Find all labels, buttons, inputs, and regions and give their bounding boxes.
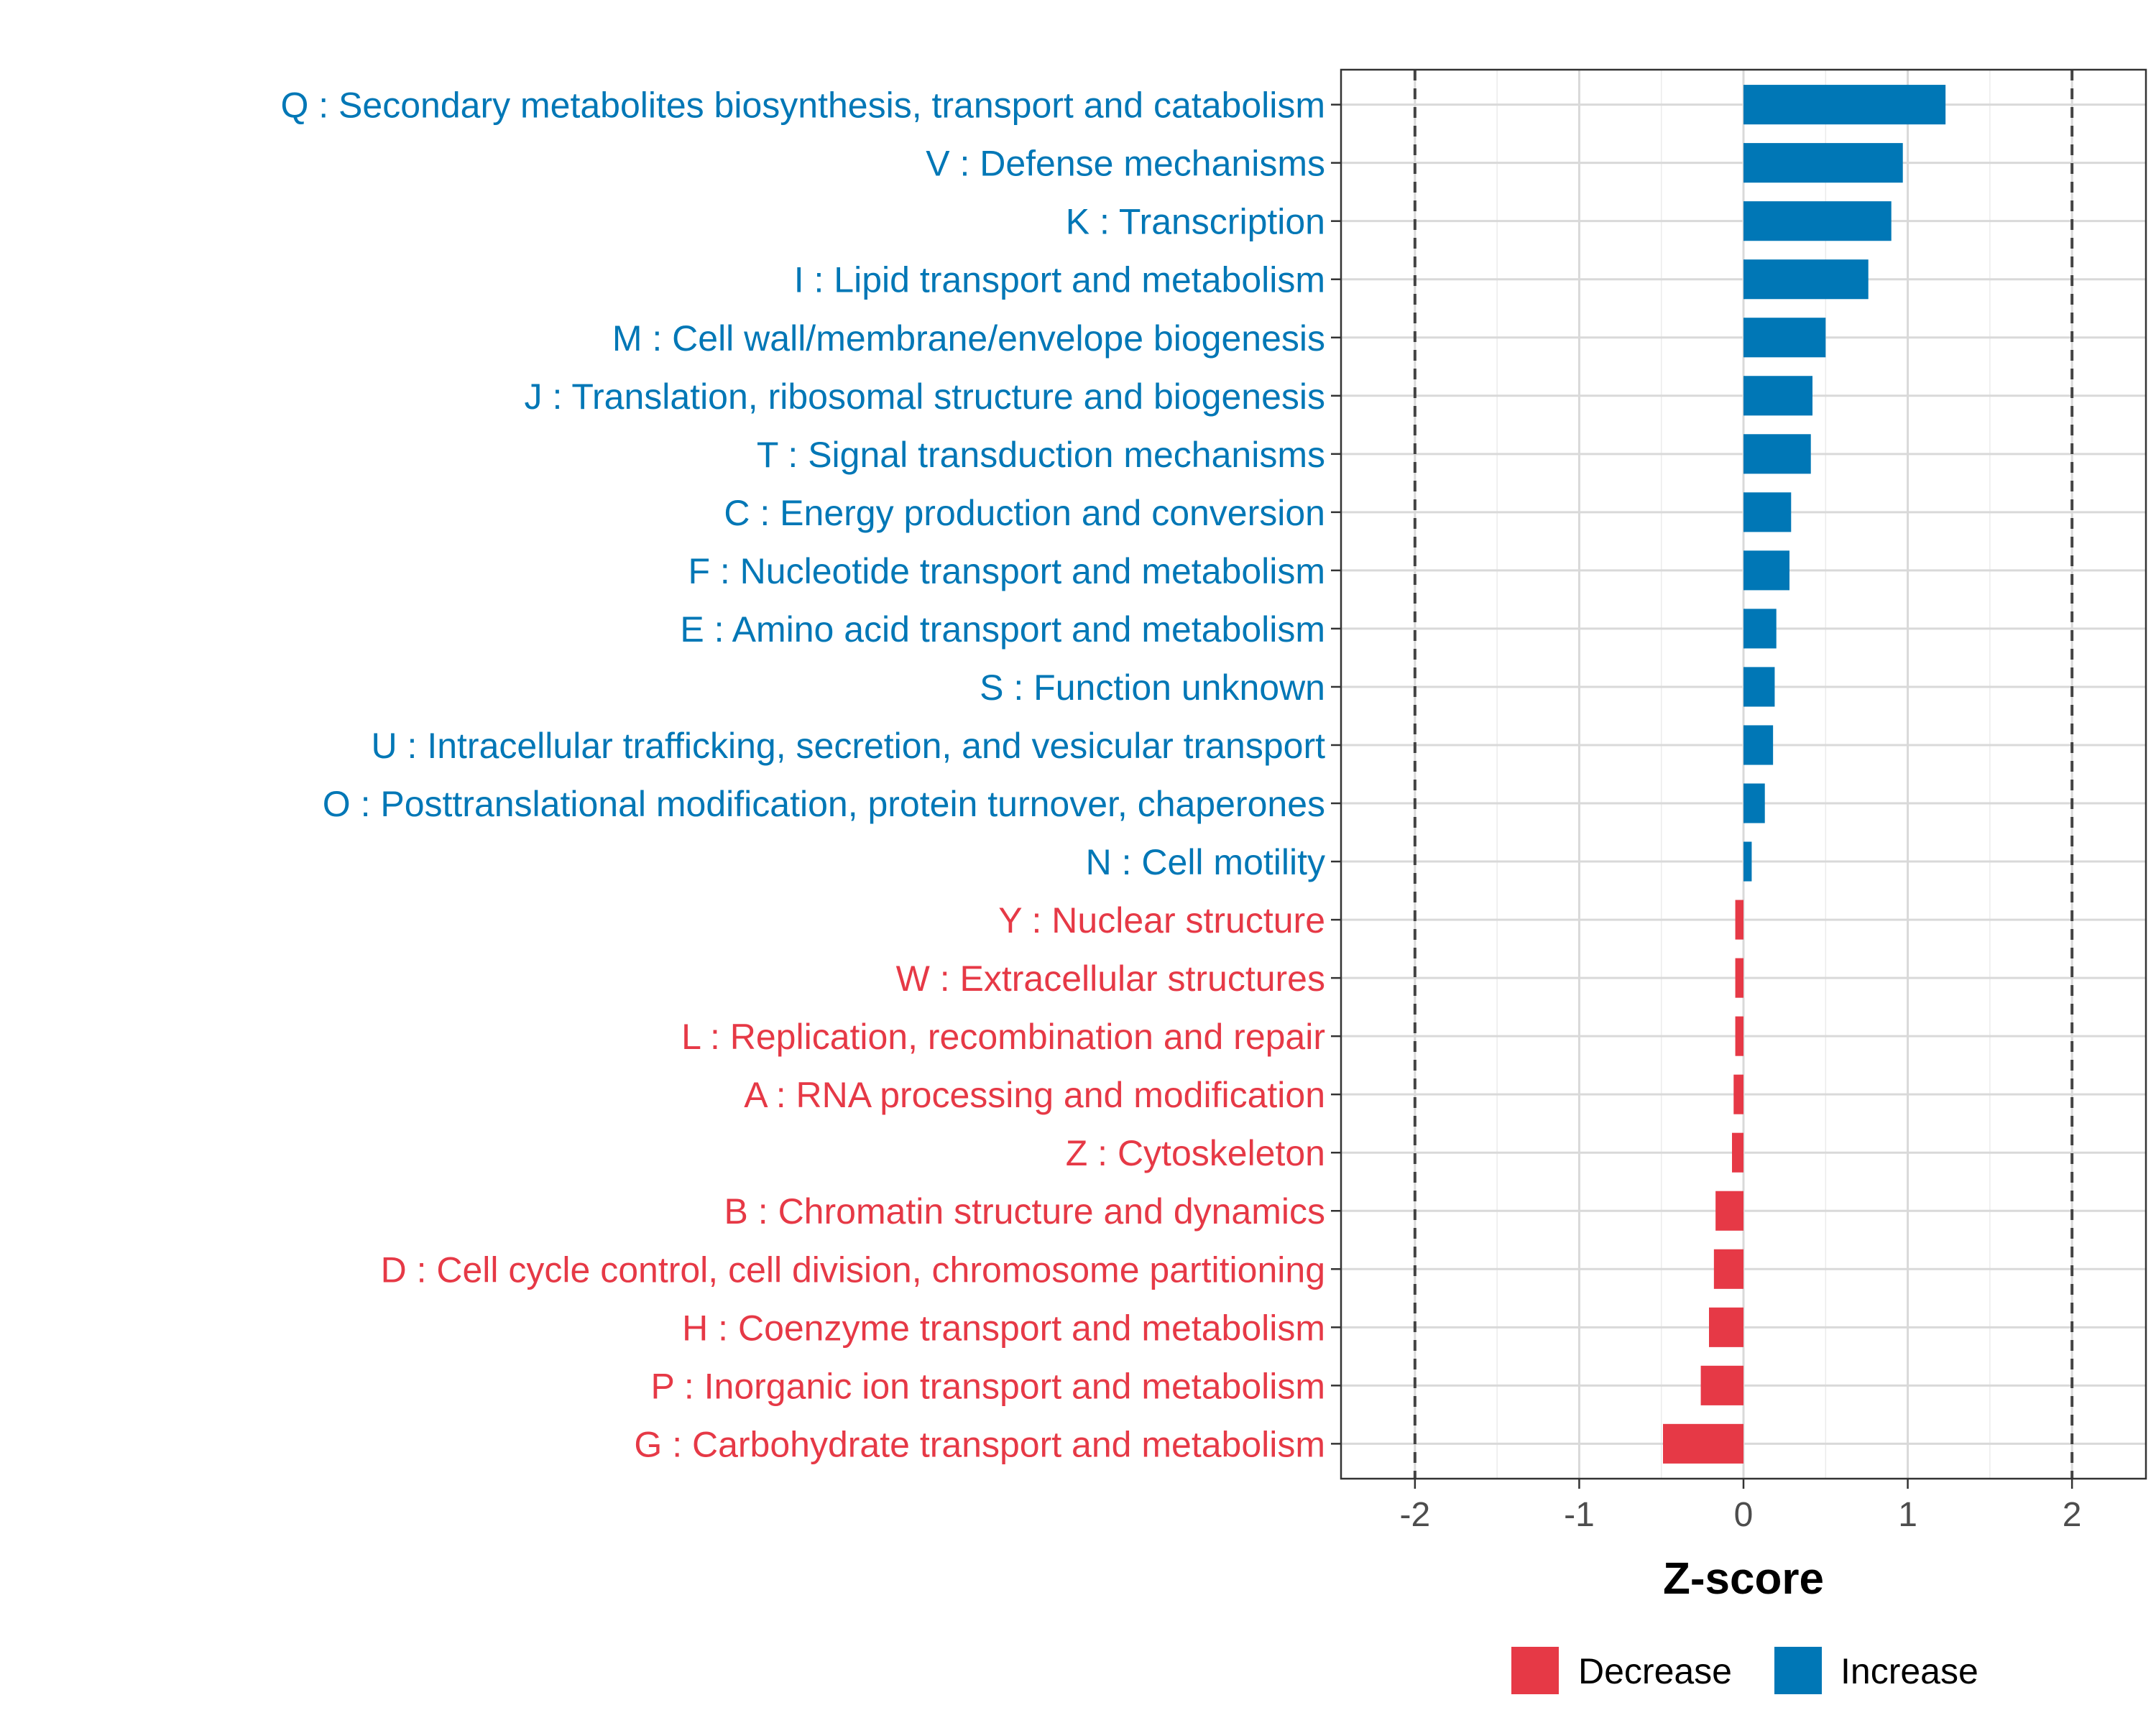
legend-key-decrease [1511,1647,1559,1694]
category-label: N : Cell motility [1086,842,1325,882]
category-label: I : Lipid transport and metabolism [794,260,1325,300]
bar-increase [1743,783,1765,823]
x-tick-label: 0 [1734,1496,1754,1534]
x-tick-label: -1 [1564,1496,1595,1534]
category-label: U : Intracellular trafficking, secretion… [372,726,1326,766]
x-tick-label: 2 [2063,1496,2082,1534]
category-label: S : Function unknown [980,667,1325,708]
category-label: W : Extracellular structures [896,958,1325,999]
category-label: L : Replication, recombination and repai… [681,1017,1325,1057]
category-label: O : Posttranslational modification, prot… [323,784,1325,824]
bar-decrease [1700,1365,1743,1405]
bar-increase [1743,841,1752,882]
bar-increase [1743,667,1775,707]
category-label: J : Translation, ribosomal structure and… [525,376,1325,417]
category-label: T : Signal transduction mechanisms [757,435,1325,475]
bar-increase [1743,434,1811,474]
y-axis-ticks [1331,103,1341,1445]
y-axis-labels: Q : Secondary metabolites biosynthesis, … [280,86,1325,1465]
category-label: Q : Secondary metabolites biosynthesis, … [280,86,1325,126]
legend-label-decrease: Decrease [1578,1651,1732,1691]
legend-label-increase: Increase [1841,1651,1978,1691]
bar-increase [1743,492,1792,532]
category-label: Y : Nuclear structure [998,900,1325,941]
category-label: B : Chromatin structure and dynamics [724,1191,1325,1232]
bar-decrease [1735,1016,1743,1056]
bar-increase [1743,318,1826,358]
legend-key-increase [1774,1647,1822,1694]
reference-lines [1413,70,2074,1479]
bar-decrease [1715,1191,1743,1231]
category-label: K : Transcription [1066,202,1325,242]
bars [1663,85,1946,1464]
category-label: M : Cell wall/membrane/envelope biogenes… [612,318,1325,359]
category-label: F : Nucleotide transport and metabolism [688,551,1325,591]
legend: Decrease Increase [1511,1647,1978,1694]
category-label: Z : Cytoskeleton [1066,1133,1325,1173]
bar-decrease [1713,1249,1743,1289]
x-axis-title: Z-score [1663,1554,1824,1604]
bar-decrease [1735,958,1743,998]
bar-increase [1743,609,1777,649]
category-label: C : Energy production and conversion [724,493,1325,533]
category-label: D : Cell cycle control, cell division, c… [381,1249,1325,1290]
category-label: G : Carbohydrate transport and metabolis… [634,1424,1325,1464]
bar-increase [1743,201,1892,241]
bar-decrease [1732,1132,1743,1173]
bar-decrease [1663,1423,1743,1464]
x-tick-label: -2 [1400,1496,1431,1534]
bar-decrease [1733,1074,1743,1114]
category-label: H : Coenzyme transport and metabolism [682,1308,1325,1348]
bar-increase [1743,550,1789,591]
category-label: A : RNA processing and modification [744,1075,1325,1115]
category-label: V : Defense mechanisms [926,144,1325,184]
bar-increase [1743,85,1946,125]
category-label: E : Amino acid transport and metabolism [680,609,1325,650]
bar-decrease [1709,1307,1743,1347]
bar-increase [1743,143,1903,183]
bar-increase [1743,376,1812,416]
bar-increase [1743,259,1869,300]
bar-decrease [1735,900,1743,940]
category-label: P : Inorganic ion transport and metaboli… [651,1366,1325,1406]
x-axis-ticks: -2 -1 0 1 2 [1400,1479,2082,1534]
x-tick-label: 1 [1898,1496,1917,1534]
bar-increase [1743,725,1774,765]
